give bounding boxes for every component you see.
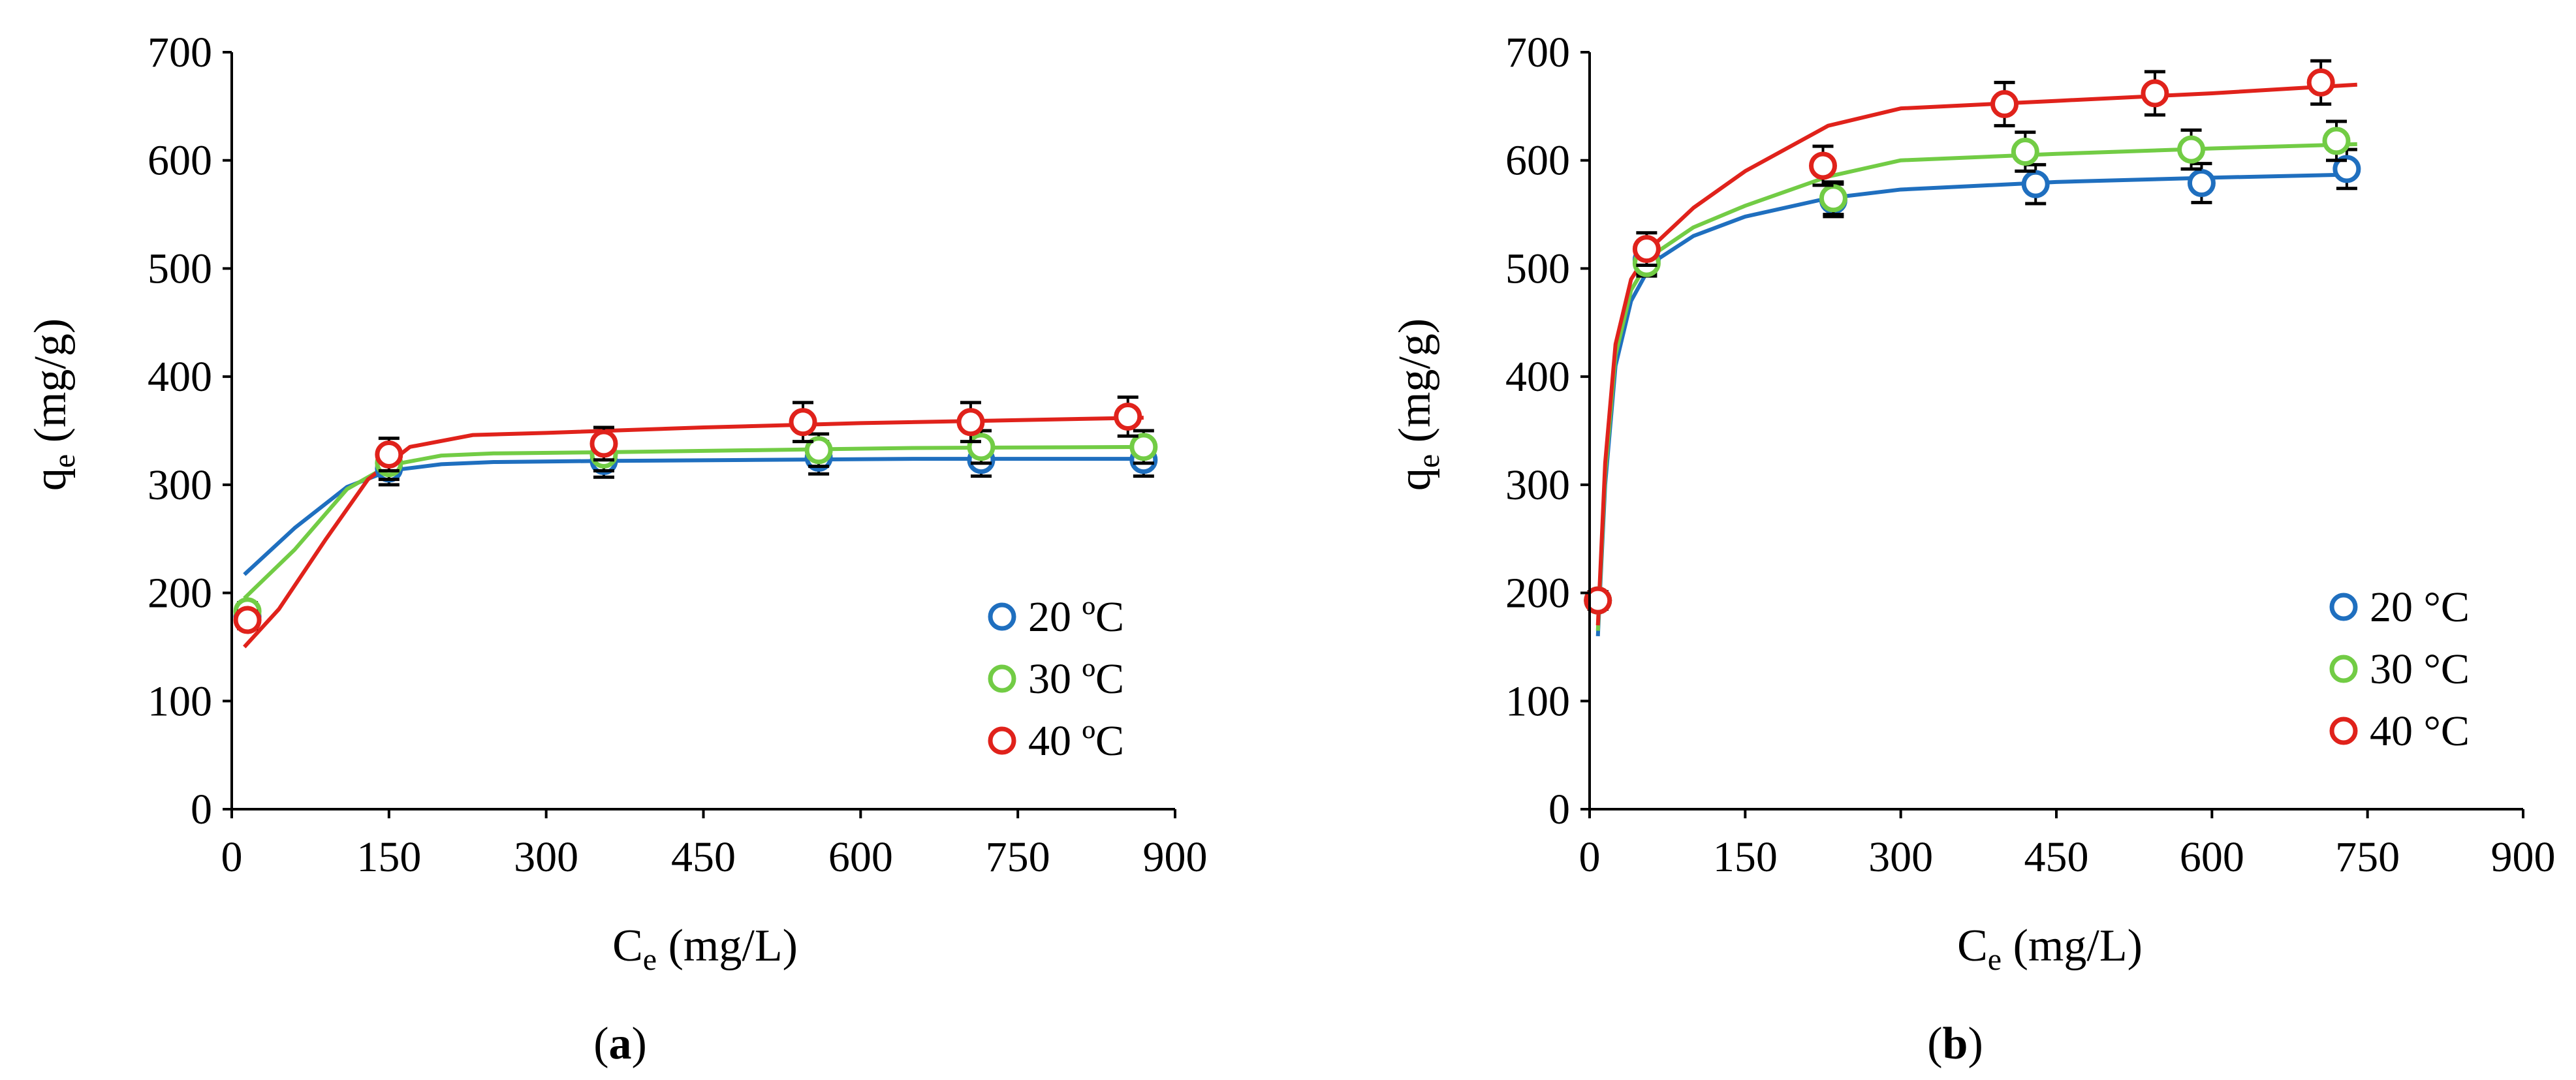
y-ticks-a: 0 100 200 300 400 500 600 700: [148, 29, 232, 833]
fit-line-a-series-2: [243, 444, 1144, 600]
x-axis-title-a: Ce (mg/L): [612, 921, 798, 977]
data-point-a-series-3: [789, 408, 817, 437]
x-axis-title-b: Ce (mg/L): [1957, 921, 2143, 977]
data-point-b-series-3: [2141, 79, 2169, 108]
x-tick-label-b: 150: [1713, 833, 1778, 881]
plot-area-b: [1584, 59, 2361, 637]
panel-label-a: (a): [593, 1019, 647, 1069]
chart-panel-a: 0 100 200 300 400 500 600 700 0 150 300 450 600 750 9…: [25, 29, 1208, 1069]
data-point-b-series-1: [2187, 169, 2216, 198]
y-axis-title-a: qe (mg/g): [25, 318, 82, 491]
y-tick-label-b: 400: [1505, 353, 1570, 401]
x-tick-label-a: 150: [356, 833, 421, 881]
y-tick-label-a: 700: [148, 29, 212, 76]
legend-label-b-1: 20 °C: [2370, 583, 2470, 631]
x-tick-label-a: 450: [671, 833, 736, 881]
legend-label-a-1: 20 ºC: [1028, 593, 1124, 641]
data-point-a-series-3: [956, 408, 985, 437]
data-point-b-series-2: [2011, 137, 2039, 166]
y-tick-label-a: 500: [148, 245, 212, 292]
x-tick-label-a: 600: [828, 833, 893, 881]
x-tick-label-a: 300: [514, 833, 578, 881]
data-point-b-series-1: [2021, 170, 2050, 198]
plot-area-a: [233, 395, 1158, 649]
legend-marker-a-1: [988, 602, 1016, 631]
y-tick-label-b: 0: [1548, 786, 1570, 833]
x-ticks-a: 0 150 300 450 600 750 900: [221, 809, 1208, 881]
legend-label-a-3: 40 ºC: [1028, 717, 1124, 765]
data-point-a-series-2: [967, 433, 996, 461]
data-point-b-series-3: [1584, 586, 1612, 615]
data-point-b-series-3: [1990, 90, 2019, 119]
y-tick-label-b: 200: [1505, 570, 1570, 617]
fit-line-b-series-1: [1595, 172, 2357, 637]
x-tick-label-a: 750: [986, 833, 1050, 881]
data-point-b-series-3: [1632, 235, 1661, 264]
chart-panel-b: 0 100 200 300 400 500 600 700 0 150 300 450 600 750 9…: [1390, 29, 2556, 1069]
data-point-b-series-1: [2333, 155, 2361, 183]
data-point-a-series-2: [1129, 433, 1158, 461]
x-ticks-b: 0 150 300 450 600 750 900: [1579, 809, 2556, 881]
legend-label-a-2: 30 ºC: [1028, 655, 1124, 703]
legend-marker-b-2: [2329, 655, 2358, 683]
y-tick-label-a: 300: [148, 461, 212, 509]
y-tick-label-a: 100: [148, 677, 212, 725]
data-point-a-series-3: [233, 606, 262, 634]
legend-marker-b-1: [2329, 593, 2358, 621]
x-tick-label-b: 750: [2335, 833, 2400, 881]
y-tick-label-b: 600: [1505, 137, 1570, 185]
data-point-a-series-2: [804, 436, 833, 465]
fit-line-a-series-1: [243, 457, 1144, 576]
y-tick-label-b: 500: [1505, 245, 1570, 292]
y-tick-label-b: 700: [1505, 29, 1570, 76]
fit-line-a-series-3: [243, 416, 1144, 649]
y-tick-label-a: 600: [148, 137, 212, 185]
x-tick-label-a: 0: [221, 833, 243, 881]
panel-label-b: (b): [1927, 1019, 1983, 1069]
data-point-b-series-3: [2306, 68, 2335, 97]
legend-label-b-3: 40 °C: [2370, 707, 2470, 755]
x-tick-label-b: 450: [2024, 833, 2089, 881]
x-tick-label-b: 0: [1579, 833, 1601, 881]
data-point-a-series-3: [375, 440, 403, 469]
y-tick-label-b: 100: [1505, 677, 1570, 725]
legend-a: 20 ºC 30 ºC 40 ºC: [988, 593, 1124, 765]
data-point-a-series-3: [589, 429, 618, 458]
data-point-b-series-2: [1819, 184, 1847, 213]
data-point-b-series-2: [2322, 127, 2351, 155]
data-point-a-series-3: [1114, 402, 1142, 431]
fit-line-b-series-2: [1595, 142, 2357, 631]
x-tick-label-b: 300: [1868, 833, 1933, 881]
y-tick-label-a: 400: [148, 353, 212, 401]
x-tick-label-b: 900: [2491, 833, 2556, 881]
legend-label-b-2: 30 °C: [2370, 645, 2470, 693]
x-tick-label-b: 600: [2180, 833, 2244, 881]
x-tick-label-a: 900: [1143, 833, 1208, 881]
legend-marker-b-3: [2329, 717, 2358, 745]
fit-line-b-series-3: [1595, 82, 2357, 626]
y-tick-label-b: 300: [1505, 461, 1570, 509]
y-tick-label-a: 0: [191, 786, 212, 833]
legend-b: 20 °C 30 °C 40 °C: [2329, 583, 2470, 755]
legend-marker-a-2: [988, 664, 1016, 693]
legend-marker-a-3: [988, 726, 1016, 755]
data-point-b-series-2: [2177, 135, 2206, 164]
y-tick-label-a: 200: [148, 570, 212, 617]
y-axis-title-b: qe (mg/g): [1390, 318, 1446, 491]
data-point-b-series-3: [1809, 151, 1837, 180]
y-ticks-b: 0 100 200 300 400 500 600 700: [1505, 29, 1590, 833]
